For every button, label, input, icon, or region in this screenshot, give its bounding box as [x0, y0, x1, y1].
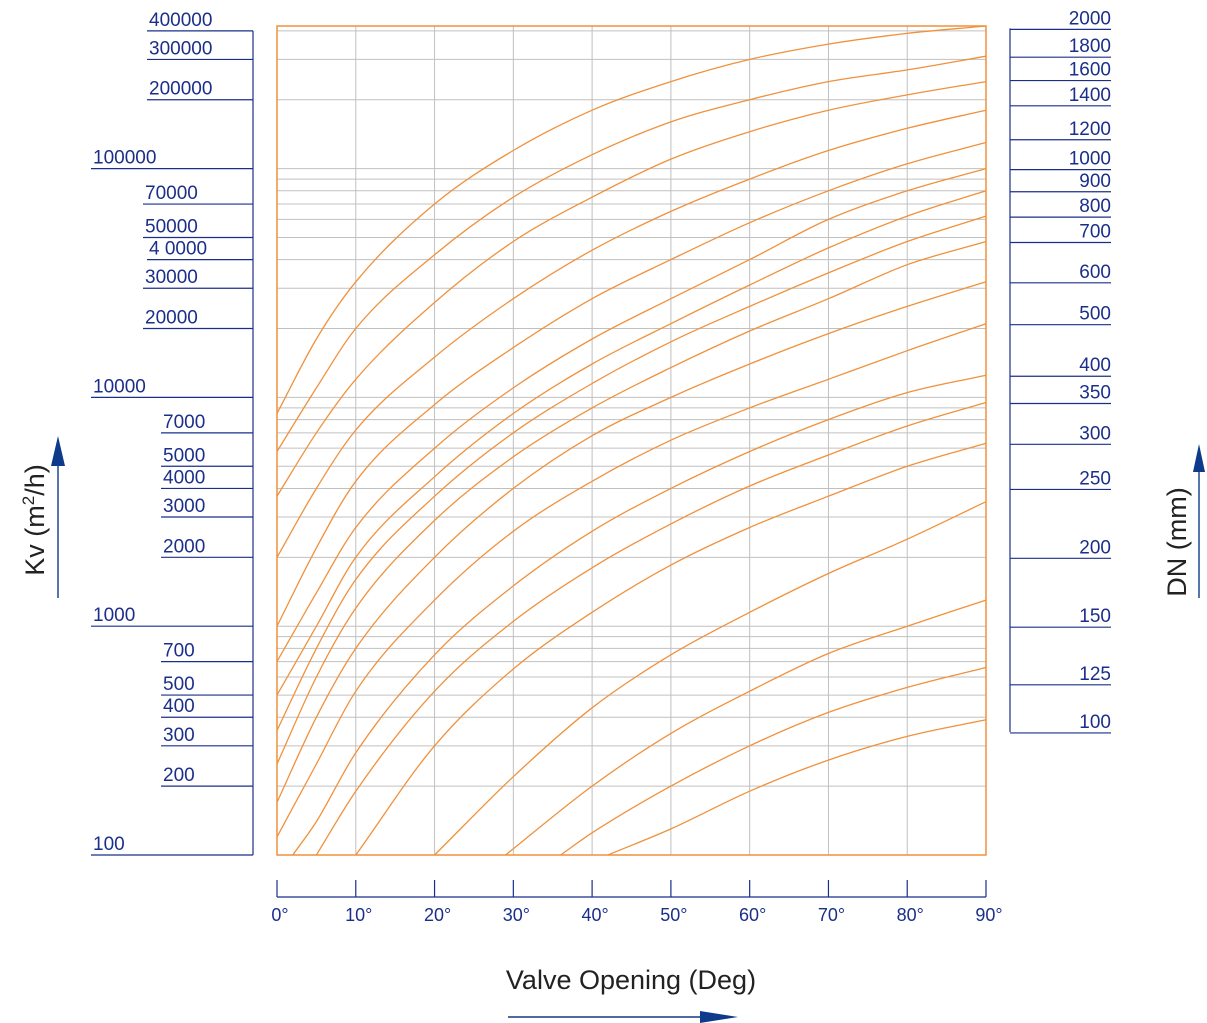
kv-tick-label: 4000	[163, 467, 205, 488]
kv-tick-label: 100000	[93, 148, 156, 169]
kv-tick-label: 500	[163, 674, 195, 695]
kv-curve-15	[434, 501, 987, 856]
kv-tick-label: 3000	[163, 496, 205, 517]
dn-tick-label: 200	[1079, 537, 1111, 558]
x-axis-arrow	[508, 1011, 738, 1023]
kv-curves	[276, 25, 987, 856]
kv-curve-18	[607, 719, 987, 856]
grid	[277, 26, 986, 855]
kv-tick-label: 100	[93, 834, 125, 855]
x-tick-label: 60°	[739, 905, 766, 925]
x-tick-label: 30°	[503, 905, 530, 925]
dn-tick-label: 900	[1079, 171, 1111, 192]
kv-curve-6	[276, 167, 987, 662]
dn-tick-label: 150	[1079, 606, 1111, 627]
kv-curve-8	[276, 215, 987, 731]
x-tick-label: 20°	[424, 905, 451, 925]
kv-curve-3	[276, 80, 987, 497]
kv-curve-4	[276, 109, 987, 558]
kv-tick-label: 300000	[149, 38, 212, 59]
kv-curve-17	[560, 666, 987, 856]
kv-tick-label: 7000	[163, 412, 205, 433]
kv-tick-label: 10000	[93, 376, 146, 397]
kv-tick-label: 70000	[145, 183, 198, 204]
kv-curve-5	[276, 141, 987, 627]
plot-frame	[276, 25, 987, 856]
x-tick-label: 90°	[975, 905, 1002, 925]
kv-tick-label: 5000	[163, 445, 205, 466]
y2-axis-title: DN (mm)	[1162, 487, 1192, 596]
kv-tick-label: 2000	[163, 536, 205, 557]
dn-tick-label: 700	[1079, 222, 1111, 243]
kv-tick-label: 300	[163, 725, 195, 746]
y-axis-title: Kv (m2/h)	[19, 464, 50, 575]
x-tick-label: 70°	[818, 905, 845, 925]
dn-tick-label: 1200	[1069, 119, 1111, 140]
kv-tick-label: 4 0000	[149, 239, 207, 260]
kv-curve-9	[276, 240, 987, 765]
dn-tick-label: 350	[1079, 382, 1111, 403]
dn-tick-label: 600	[1079, 262, 1111, 283]
dn-tick-label: 1000	[1069, 149, 1111, 170]
x-tick-label: 40°	[581, 905, 608, 925]
kv-tick-label: 20000	[145, 308, 198, 329]
kv-curve-11	[276, 323, 987, 838]
dn-tick-label: 500	[1079, 304, 1111, 325]
dn-tick-label: 800	[1079, 196, 1111, 217]
x-tick-label: 80°	[897, 905, 924, 925]
dn-tick-label: 100	[1079, 712, 1111, 733]
kv-tick-label: 30000	[145, 267, 198, 288]
kv-tick-label: 50000	[145, 216, 198, 237]
dn-tick-label: 250	[1079, 468, 1111, 489]
kv-curve-16	[505, 599, 987, 856]
kv-curve-10	[276, 281, 987, 803]
x-tick-label: 10°	[345, 905, 372, 925]
kv-curve-1	[276, 25, 987, 414]
x-tick-label: 50°	[660, 905, 687, 925]
kv-tick-label: 400	[163, 696, 195, 717]
x-tick-label: 0°	[271, 905, 288, 925]
kv-curve-7	[276, 190, 987, 696]
dn-tick-label: 2000	[1069, 8, 1111, 29]
y-axis-arrow	[51, 436, 65, 598]
x-axis-title: Valve Opening (Deg)	[506, 965, 756, 995]
kv-curve-14	[355, 442, 987, 856]
dn-tick-label: 400	[1079, 355, 1111, 376]
kv-tick-label: 400000	[149, 10, 212, 31]
dn-tick-label: 300	[1079, 423, 1111, 444]
kv-curve-13	[315, 401, 987, 856]
kv-tick-label: 200	[163, 765, 195, 786]
dn-tick-label: 1800	[1069, 36, 1111, 57]
dn-tick-label: 1600	[1069, 60, 1111, 81]
kv-curve-2	[276, 55, 987, 452]
y2-axis-arrow	[1193, 444, 1205, 598]
kv-curve-12	[292, 374, 987, 856]
dn-tick-label: 125	[1079, 664, 1111, 685]
dn-tick-label: 1400	[1069, 85, 1111, 106]
kv-tick-label: 1000	[93, 605, 135, 626]
kv-tick-label: 200000	[149, 79, 212, 100]
x-axis-scale: 0° 10° 20° 30° 40° 50° 60° 70° 80° 90°	[271, 880, 1003, 925]
kv-tick-label: 700	[163, 641, 195, 662]
